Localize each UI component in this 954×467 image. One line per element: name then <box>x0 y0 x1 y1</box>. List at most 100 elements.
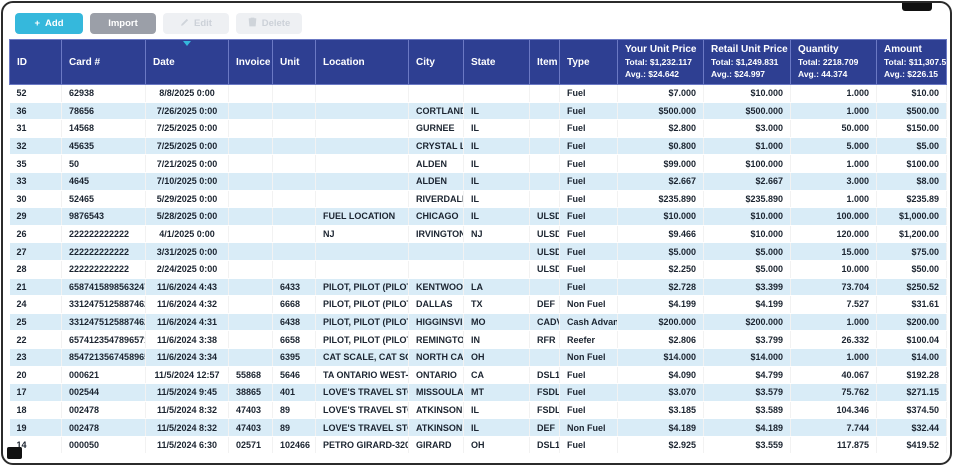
table-row[interactable]: 25 3312475125887462 11/6/2024 4:31 6438 PILO… <box>9 313 947 332</box>
column-header-location[interactable]: Location <box>315 39 409 85</box>
column-header-retail-unit-price[interactable]: Retail Unit Price Total: $1,249.831 Avg.: … <box>703 39 791 85</box>
table-row[interactable]: 22 6574123547896571 11/6/2024 3:38 6658 PILO… <box>9 330 947 349</box>
cell-retail-unit-price: $3.399 <box>703 278 791 297</box>
cell-type: Fuel <box>559 102 618 121</box>
cell-city: CRYSTAL LAKE <box>408 137 464 156</box>
table-row[interactable]: 52 62938 8/8/2025 0:00 Fuel $7.000 $10.000 1.0… <box>9 84 947 103</box>
cell-quantity: 73.704 <box>790 278 877 297</box>
cell-state: IL <box>463 207 530 226</box>
cell-type: Fuel <box>559 207 618 226</box>
cell-type: Non Fuel <box>559 295 618 314</box>
cell-id: 36 <box>9 102 62 121</box>
cell-location <box>315 119 409 138</box>
table-row[interactable]: 36 78656 7/26/2025 0:00 CORTLAND IL Fuel $500.… <box>9 102 947 121</box>
edit-button[interactable]: Edit <box>163 13 229 34</box>
table-row[interactable]: 21 6587415898563247 11/6/2024 4:43 6433 PILO… <box>9 278 947 297</box>
table-row[interactable]: 29 9876543 5/28/2025 0:00 FUEL LOCATION CHIC… <box>9 207 947 226</box>
cell-item: DSL1 <box>529 436 560 455</box>
column-header-amount[interactable]: Amount Total: $11,307.50 Avg.: $226.15 <box>876 39 947 85</box>
table-row[interactable]: 28 222222222222 2/24/2025 0:00 ULSD Fuel $2.2… <box>9 260 947 279</box>
column-header-state[interactable]: State <box>463 39 530 85</box>
column-header-unit[interactable]: Unit <box>272 39 316 85</box>
column-header-quantity[interactable]: Quantity Total: 2218.709 Avg.: 44.374 <box>790 39 877 85</box>
cell-your-unit-price: $99.000 <box>617 154 704 173</box>
cell-amount: $75.00 <box>876 242 947 261</box>
cell-state: CA <box>463 366 530 385</box>
cell-retail-unit-price: $10.000 <box>703 84 791 103</box>
cell-quantity: 1.000 <box>790 154 877 173</box>
table-row[interactable]: 27 222222222222 3/31/2025 0:00 ULSD Fuel $5.0… <box>9 242 947 261</box>
transactions-table: ID Card # Date Invoice Unit Location City State… <box>9 39 947 455</box>
cell-id: 30 <box>9 190 62 209</box>
cell-quantity: 7.527 <box>790 295 877 314</box>
window-chrome-artifact <box>7 447 22 459</box>
cell-card-: 78656 <box>61 102 146 121</box>
cell-date: 7/25/2025 0:00 <box>145 119 229 138</box>
cell-card-: 6574123547896571 <box>61 330 146 349</box>
add-button[interactable]: + Add <box>15 13 83 34</box>
cell-card-: 3312475125887462 <box>61 313 146 332</box>
table-row[interactable]: 31 14568 7/25/2025 0:00 GURNEE IL Fuel $2.800 $… <box>9 119 947 138</box>
cell-item <box>529 172 560 191</box>
cell-invoice: 47403 <box>228 418 273 437</box>
cell-id: 18 <box>9 401 62 420</box>
column-header-type[interactable]: Type <box>559 39 618 85</box>
cell-city: RIVERDALE <box>408 190 464 209</box>
cell-retail-unit-price: $235.890 <box>703 190 791 209</box>
cell-date: 7/21/2025 0:00 <box>145 154 229 173</box>
cell-retail-unit-price: $10.000 <box>703 225 791 244</box>
column-header-date[interactable]: Date <box>145 39 229 85</box>
edit-button-label: Edit <box>194 18 212 29</box>
cell-location: FUEL LOCATION <box>315 207 409 226</box>
cell-state: IL <box>463 154 530 173</box>
table-row[interactable]: 14 000050 11/5/2024 6:30 02571 102466 PETRO G… <box>9 436 947 455</box>
cell-city: KENTWOOD <box>408 278 464 297</box>
cell-city: ALDEN <box>408 172 464 191</box>
cell-item <box>529 137 560 156</box>
cell-date: 5/28/2025 0:00 <box>145 207 229 226</box>
table-row[interactable]: 18 002478 11/5/2024 8:32 47403 89 LOVE'S TRAV… <box>9 401 947 420</box>
column-header-item[interactable]: Item <box>529 39 560 85</box>
cell-location: LOVE'S TRAVEL STOPS... <box>315 401 409 420</box>
cell-invoice <box>228 137 273 156</box>
column-header-id[interactable]: ID <box>9 39 62 85</box>
import-button[interactable]: Import <box>90 13 156 34</box>
cell-type: Reefer <box>559 330 618 349</box>
cell-item: FSDL <box>529 383 560 402</box>
cell-retail-unit-price: $3.000 <box>703 119 791 138</box>
cell-amount: $1,200.00 <box>876 225 947 244</box>
table-row[interactable]: 23 8547213567458965 11/6/2024 3:34 6395 CAT … <box>9 348 947 367</box>
table-row[interactable]: 30 52465 5/29/2025 0:00 RIVERDALE IL Fuel $235… <box>9 190 947 209</box>
cell-type: Cash Advance <box>559 313 618 332</box>
cell-card-: 4645 <box>61 172 146 191</box>
cell-card-: 50 <box>61 154 146 173</box>
table-row[interactable]: 33 4645 7/10/2025 0:00 ALDEN IL Fuel $2.667 $2.… <box>9 172 947 191</box>
column-header-your-unit-price[interactable]: Your Unit Price Total: $1,232.117 Avg.: $2… <box>617 39 704 85</box>
cell-state: OH <box>463 348 530 367</box>
delete-button[interactable]: Delete <box>236 13 302 34</box>
cell-state <box>463 242 530 261</box>
table-row[interactable]: 26 222222222222 4/1/2025 0:00 NJ IRVINGTON NJ… <box>9 225 947 244</box>
cell-id: 52 <box>9 84 62 103</box>
table-row[interactable]: 35 50 7/21/2025 0:00 ALDEN IL Fuel $99.000 $100… <box>9 154 947 173</box>
cell-amount: $31.61 <box>876 295 947 314</box>
column-header-invoice[interactable]: Invoice <box>228 39 273 85</box>
column-average: Avg.: $24.642 <box>625 69 680 79</box>
cell-unit <box>272 84 316 103</box>
cell-location <box>315 172 409 191</box>
cell-quantity: 1.000 <box>790 190 877 209</box>
toolbar: + Add Import Edit Delete <box>9 11 948 39</box>
table-row[interactable]: 17 002544 11/5/2024 9:45 38865 401 LOVE'S TRA… <box>9 383 947 402</box>
table-row[interactable]: 19 002478 11/5/2024 8:32 47403 89 LOVE'S TRAV… <box>9 418 947 437</box>
cell-id: 31 <box>9 119 62 138</box>
cell-retail-unit-price: $4.189 <box>703 418 791 437</box>
table-row[interactable]: 20 000621 11/5/2024 12:57 55868 5646 TA ONTAR… <box>9 366 947 385</box>
cell-location <box>315 260 409 279</box>
column-header-city[interactable]: City <box>408 39 464 85</box>
cell-quantity: 26.332 <box>790 330 877 349</box>
cell-state: IL <box>463 172 530 191</box>
cell-your-unit-price: $4.199 <box>617 295 704 314</box>
column-header-card-[interactable]: Card # <box>61 39 146 85</box>
table-row[interactable]: 24 3312475125887462 11/6/2024 4:32 6668 PILO… <box>9 295 947 314</box>
